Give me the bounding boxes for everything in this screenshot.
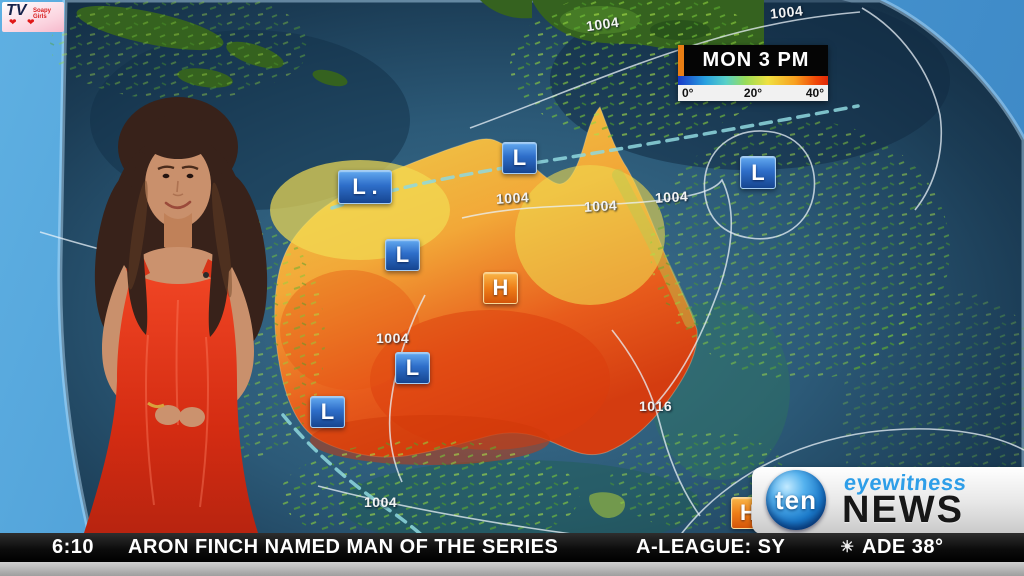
ten-channel-label: ten	[775, 484, 817, 515]
time-badge: MON 3 PM 0° 20° 40°	[678, 45, 828, 101]
ticker-city-temp: ADE 38°	[862, 536, 944, 558]
isobar-value-label: 1004	[495, 189, 530, 207]
badge-accent-bar	[678, 45, 684, 76]
watermark-title: TV	[6, 2, 27, 19]
isobar-value-label: 1004	[583, 197, 618, 215]
badge-time-label: MON 3 PM	[684, 45, 828, 76]
isobar-value-label: 1016	[639, 398, 673, 414]
trough-lines	[281, 104, 860, 540]
temperature-scale-gradient	[678, 76, 828, 85]
high-pressure-marker: H	[483, 272, 518, 304]
low-pressure-marker: L	[740, 156, 776, 189]
ticker-sport-item: A-LEAGUE: SY	[636, 536, 786, 558]
low-pressure-marker: L	[385, 239, 420, 271]
ticker-headline: ARON FINCH NAMED MAN OF THE SERIES	[128, 536, 559, 558]
ten-eyewitness-news-logo: ten eyewitness NEWS	[752, 467, 1024, 534]
weather-presenter	[84, 97, 268, 533]
low-pressure-marker: L .	[338, 170, 392, 204]
watermark-subtitle: Soapy Girls	[33, 8, 52, 20]
isobar-value-label: 1004	[654, 188, 689, 206]
isobar-value-label: 1004	[364, 494, 398, 510]
news-label: NEWS	[842, 489, 964, 531]
scale-tick-0: 0°	[682, 86, 694, 100]
ticker-base-strip	[0, 562, 1024, 576]
sun-icon: ☀	[840, 539, 855, 556]
ten-channel-ball: ten	[766, 470, 826, 530]
ticker-clock: 6:10	[52, 536, 95, 558]
mic-clip	[203, 272, 209, 278]
red-dress	[84, 273, 258, 533]
low-pressure-marker: L	[502, 142, 537, 174]
news-ticker: 6:10 ARON FINCH NAMED MAN OF THE SERIES …	[0, 533, 1024, 562]
heart-icons: ❤ ❤	[9, 17, 39, 27]
isobar-lines	[39, 7, 1024, 576]
scale-tick-20: 20°	[743, 86, 763, 100]
low-pressure-marker: L	[310, 396, 345, 428]
isobar-value-label: 1004	[585, 13, 621, 35]
low-pressure-marker: L	[395, 352, 430, 384]
isobar-value-label: 1004	[376, 330, 410, 346]
tv-watermark: TV Soapy Girls ❤ ❤	[2, 2, 64, 32]
isobar-value-label: 1004	[769, 2, 804, 22]
temperature-scale-ticks: 0° 20° 40°	[678, 85, 828, 101]
scale-tick-40: 40°	[805, 86, 824, 100]
